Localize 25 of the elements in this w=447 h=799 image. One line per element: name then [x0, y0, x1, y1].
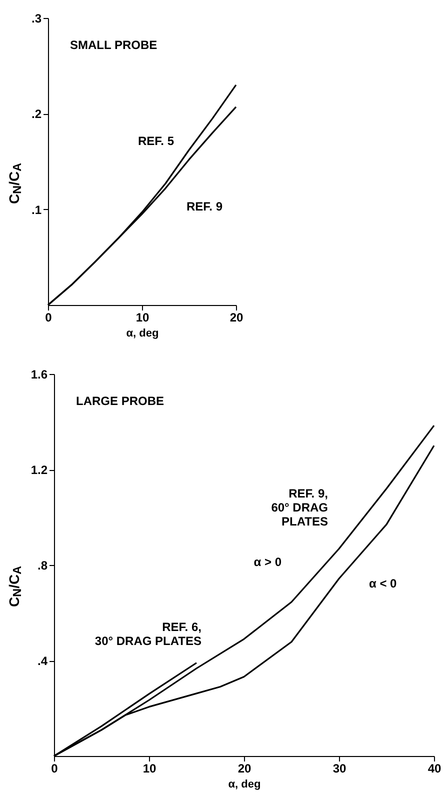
y-tick-label: .1 — [31, 202, 42, 217]
x-tick-label: 10 — [136, 310, 150, 324]
annotation: REF. 9, 60° DRAG PLATES — [270, 486, 328, 528]
x-tick-label: 0 — [44, 310, 52, 324]
x-tick-label: 30 — [332, 762, 346, 776]
y-tick-label: .2 — [31, 107, 42, 122]
series-label: REF. 6, 30° DRAG PLATES — [94, 620, 202, 648]
x-axis-title: α, deg — [228, 778, 261, 790]
y-tick-label: 1.6 — [30, 368, 48, 382]
x-tick-label: 20 — [238, 762, 252, 776]
text: α > 0 — [254, 555, 282, 570]
x-tick-label: 20 — [230, 310, 244, 324]
series-label: REF. 9 — [186, 199, 223, 214]
y-tick-label: .8 — [37, 558, 48, 572]
x-tick-label: 10 — [142, 762, 156, 776]
y-tick-label: .4 — [37, 654, 48, 668]
x-axis-title: α, deg — [126, 328, 159, 340]
x-tick-label: 40 — [428, 762, 442, 776]
x-tick-label: 0 — [50, 762, 58, 776]
text: SMALL PROBE — [70, 38, 157, 52]
series-label: α < 0 — [368, 576, 397, 591]
text: LARGE PROBE — [76, 394, 164, 408]
y-tick-label: .3 — [31, 12, 42, 26]
series-label: REF. 5 — [138, 134, 174, 148]
y-tick-label: 1.2 — [30, 463, 48, 477]
